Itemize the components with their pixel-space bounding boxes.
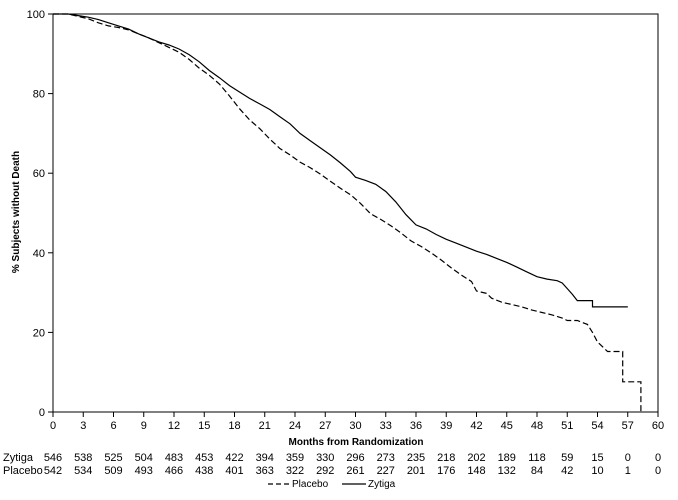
y-tick-label: 80 xyxy=(33,89,45,101)
risk-value: 493 xyxy=(135,465,153,477)
risk-value: 542 xyxy=(44,465,62,477)
risk-value: 261 xyxy=(346,465,364,477)
risk-value: 15 xyxy=(591,452,603,464)
y-axis-title: % Subjects without Death xyxy=(11,151,22,273)
legend: Placebo Zytiga xyxy=(268,479,396,490)
x-tick-label: 27 xyxy=(319,420,331,432)
y-tick-label: 100 xyxy=(27,9,45,21)
risk-value: 359 xyxy=(286,452,304,464)
plot-frame xyxy=(52,13,659,413)
risk-value: 509 xyxy=(104,465,122,477)
series-layer xyxy=(53,13,642,412)
risk-value: 42 xyxy=(561,465,573,477)
x-tick-label: 60 xyxy=(652,420,664,432)
risk-value: 322 xyxy=(286,465,304,477)
risk-value: 534 xyxy=(74,465,92,477)
plot-border xyxy=(52,13,659,413)
legend-label: Placebo xyxy=(292,479,329,490)
risk-value: 504 xyxy=(135,452,153,464)
risk-value: 525 xyxy=(104,452,122,464)
risk-value: 1 xyxy=(625,465,631,477)
risk-value: 296 xyxy=(346,452,364,464)
risk-value: 453 xyxy=(195,452,213,464)
x-tick-label: 18 xyxy=(228,420,240,432)
legend-label: Zytiga xyxy=(368,479,396,490)
x-tick-label: 54 xyxy=(591,420,603,432)
risk-value: 483 xyxy=(165,452,183,464)
x-tick-label: 57 xyxy=(622,420,634,432)
x-tick-label: 48 xyxy=(531,420,543,432)
risk-value: 118 xyxy=(528,452,546,464)
series-line-placebo xyxy=(53,13,642,412)
risk-value: 189 xyxy=(498,452,516,464)
x-tick-label: 45 xyxy=(501,420,513,432)
x-tick-label: 33 xyxy=(380,420,392,432)
risk-value: 202 xyxy=(467,452,485,464)
risk-value: 438 xyxy=(195,465,213,477)
x-tick-label: 6 xyxy=(110,420,116,432)
risk-value: 84 xyxy=(531,465,543,477)
risk-value: 538 xyxy=(74,452,92,464)
risk-row-label: Placebo xyxy=(3,465,43,477)
risk-row-label: Zytiga xyxy=(3,452,34,464)
risk-value: 132 xyxy=(498,465,516,477)
risk-value: 0 xyxy=(625,452,631,464)
x-axis-title: Months from Randomization xyxy=(289,437,424,448)
x-tick-label: 0 xyxy=(50,420,56,432)
x-tick-label: 30 xyxy=(349,420,361,432)
x-tick-label: 42 xyxy=(470,420,482,432)
risk-value: 422 xyxy=(225,452,243,464)
number-at-risk-table: Zytiga 546 538 525 504 483 453 422 394 359 330 296 2… xyxy=(3,452,661,477)
x-tick-label: 3 xyxy=(80,420,86,432)
x-tick-label: 15 xyxy=(198,420,210,432)
x-tick-label: 36 xyxy=(410,420,422,432)
risk-value: 330 xyxy=(316,452,334,464)
risk-value: 363 xyxy=(256,465,274,477)
risk-value: 466 xyxy=(165,465,183,477)
risk-value: 10 xyxy=(591,465,603,477)
y-tick-label: 60 xyxy=(33,168,45,180)
risk-value: 227 xyxy=(377,465,395,477)
x-tick-label: 39 xyxy=(440,420,452,432)
series-line-zytiga xyxy=(53,13,628,308)
x-tick-label: 21 xyxy=(259,420,271,432)
risk-value: 148 xyxy=(467,465,485,477)
x-tick-label: 9 xyxy=(141,420,147,432)
risk-value: 401 xyxy=(225,465,243,477)
y-tick-label: 40 xyxy=(33,248,45,260)
risk-value: 201 xyxy=(407,465,425,477)
x-tick-label: 12 xyxy=(168,420,180,432)
y-tick-label: 20 xyxy=(33,327,45,339)
risk-value: 0 xyxy=(655,465,661,477)
x-axis: 0 3 6 9 12 15 18 21 24 27 30 33 36 39 42 45 48 51 54 57 60 xyxy=(50,412,664,432)
risk-value: 0 xyxy=(655,452,661,464)
risk-value: 546 xyxy=(44,452,62,464)
risk-value: 394 xyxy=(256,452,274,464)
risk-value: 235 xyxy=(407,452,425,464)
x-tick-label: 51 xyxy=(561,420,573,432)
risk-value: 292 xyxy=(316,465,334,477)
risk-value: 218 xyxy=(437,452,455,464)
y-axis: 0 20 40 60 80 100 xyxy=(27,9,53,419)
risk-value: 59 xyxy=(561,452,573,464)
risk-value: 273 xyxy=(377,452,395,464)
risk-value: 176 xyxy=(437,465,455,477)
x-tick-label: 24 xyxy=(289,420,301,432)
y-tick-label: 0 xyxy=(39,407,45,419)
